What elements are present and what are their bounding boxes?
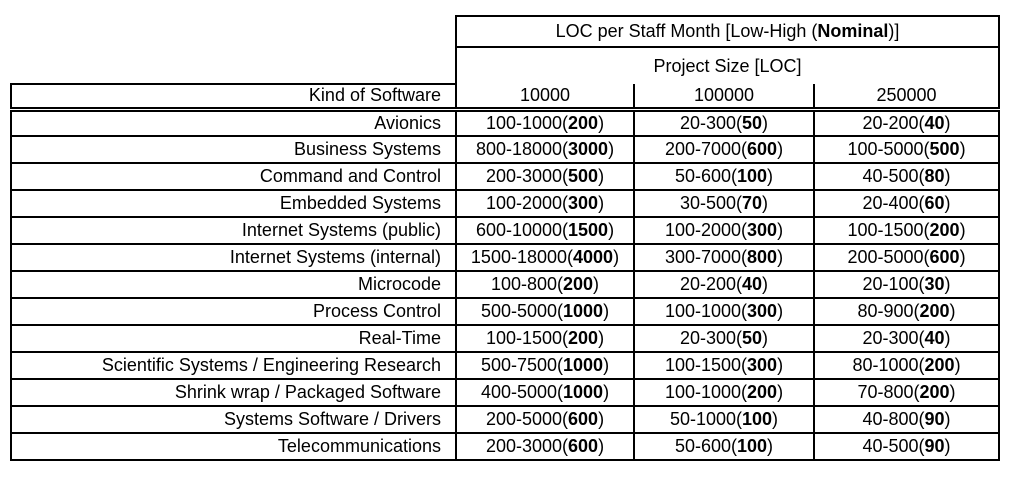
data-cell: 200-3000(600) — [455, 432, 635, 461]
data-cell: 40-800(90) — [812, 405, 1001, 434]
data-cell: 20-300(50) — [633, 108, 815, 137]
data-cell: 100-1500(300) — [633, 351, 815, 380]
row-label: Process Control — [10, 297, 457, 326]
data-cell: 100-5000(500) — [812, 135, 1001, 164]
row-label: Systems Software / Drivers — [10, 405, 457, 434]
data-cell: 800-18000(3000) — [455, 135, 635, 164]
data-cell: 100-1500(200) — [455, 324, 635, 353]
data-cell: 400-5000(1000) — [455, 378, 635, 407]
row-label: Avionics — [10, 108, 457, 137]
table-row: Command and Control 200-3000(500) 50-600(1… — [10, 162, 1001, 191]
data-cell: 20-300(40) — [812, 324, 1001, 353]
data-cell: 100-2000(300) — [633, 216, 815, 245]
row-header-label: Kind of Software — [10, 83, 457, 112]
table-title-suffix: )] — [888, 21, 900, 41]
row-label: Telecommunications — [10, 432, 457, 461]
table-row: Avionics 100-1000(200) 20-300(50) 20-200(40… — [10, 108, 1001, 137]
row-label: Internet Systems (internal) — [10, 243, 457, 272]
table-subtitle-row: Project Size [LOC] — [11, 47, 1001, 84]
data-cell: 80-1000(200) — [812, 351, 1001, 380]
data-cell: 500-7500(1000) — [455, 351, 635, 380]
table-container: LOC per Staff Month [Low-High (Nominal)]… — [10, 15, 1001, 461]
table-row: Telecommunications 200-3000(600) 50-600(10… — [10, 432, 1001, 461]
data-cell: 200-3000(500) — [455, 162, 635, 191]
data-cell: 50-1000(100) — [633, 405, 815, 434]
table-row: Process Control 500-5000(1000) 100-1000(30… — [10, 297, 1001, 326]
table-body: Avionics 100-1000(200) 20-300(50) 20-200(40… — [10, 108, 1001, 461]
data-cell: 20-200(40) — [812, 108, 1001, 137]
table-row: Microcode 100-800(200) 20-200(40) 20-100(30… — [10, 270, 1001, 299]
data-cell: 80-900(200) — [812, 297, 1001, 326]
table-title: LOC per Staff Month [Low-High (Nominal)] — [454, 15, 1001, 48]
data-cell: 20-300(50) — [633, 324, 815, 353]
data-cell: 100-1500(200) — [812, 216, 1001, 245]
data-cell: 100-1000(200) — [455, 108, 635, 137]
data-cell: 70-800(200) — [812, 378, 1001, 407]
loc-per-staff-month-table: LOC per Staff Month [Low-High (Nominal)]… — [10, 15, 1001, 461]
row-label: Command and Control — [10, 162, 457, 191]
table-row: Real-Time 100-1500(200) 20-300(50) 20-300(4… — [10, 324, 1001, 353]
data-cell: 200-7000(600) — [633, 135, 815, 164]
column-header-100000: 100000 — [633, 84, 815, 112]
row-label: Internet Systems (public) — [10, 216, 457, 245]
data-cell: 20-400(60) — [812, 189, 1001, 218]
table-title-row: LOC per Staff Month [Low-High (Nominal)] — [11, 15, 1001, 48]
data-cell: 200-5000(600) — [455, 405, 635, 434]
row-label: Microcode — [10, 270, 457, 299]
table-row: Internet Systems (internal) 1500-18000(40… — [10, 243, 1001, 272]
data-cell: 600-10000(1500) — [455, 216, 635, 245]
table-row: Scientific Systems / Engineering Researc… — [10, 351, 1001, 380]
data-cell: 20-100(30) — [812, 270, 1001, 299]
column-header-250000: 250000 — [812, 84, 1001, 112]
column-header-row: Kind of Software 10000 100000 250000 — [10, 83, 1001, 112]
blank-corner — [11, 16, 456, 84]
table-title-prefix: LOC per Staff Month [Low-High ( — [555, 21, 818, 41]
data-cell: 20-200(40) — [633, 270, 815, 299]
data-cell: 1500-18000(4000) — [455, 243, 635, 272]
data-cell: 100-1000(200) — [633, 378, 815, 407]
data-cell: 40-500(90) — [812, 432, 1001, 461]
data-cell: 30-500(70) — [633, 189, 815, 218]
table-title-bold: Nominal — [817, 21, 889, 41]
row-label: Scientific Systems / Engineering Researc… — [10, 351, 457, 380]
data-cell: 500-5000(1000) — [455, 297, 635, 326]
data-cell: 100-800(200) — [455, 270, 635, 299]
data-cell: 50-600(100) — [633, 432, 815, 461]
row-label: Embedded Systems — [10, 189, 457, 218]
data-cell: 200-5000(600) — [812, 243, 1001, 272]
table-row: Shrink wrap / Packaged Software 400-5000(… — [10, 378, 1001, 407]
table-row: Embedded Systems 100-2000(300) 30-500(70) 2… — [10, 189, 1001, 218]
table-row: Systems Software / Drivers 200-5000(600) 5… — [10, 405, 1001, 434]
data-cell: 50-600(100) — [633, 162, 815, 191]
row-label: Real-Time — [10, 324, 457, 353]
row-label: Business Systems — [10, 135, 457, 164]
column-header-10000: 10000 — [455, 84, 635, 112]
row-label: Shrink wrap / Packaged Software — [10, 378, 457, 407]
data-cell: 300-7000(800) — [633, 243, 815, 272]
table-row: Internet Systems (public) 600-10000(1500)… — [10, 216, 1001, 245]
table-row: Business Systems 800-18000(3000) 200-7000(… — [10, 135, 1001, 164]
data-cell: 100-2000(300) — [455, 189, 635, 218]
table-subtitle: Project Size [LOC] — [454, 47, 1001, 84]
data-cell: 40-500(80) — [812, 162, 1001, 191]
data-cell: 100-1000(300) — [633, 297, 815, 326]
